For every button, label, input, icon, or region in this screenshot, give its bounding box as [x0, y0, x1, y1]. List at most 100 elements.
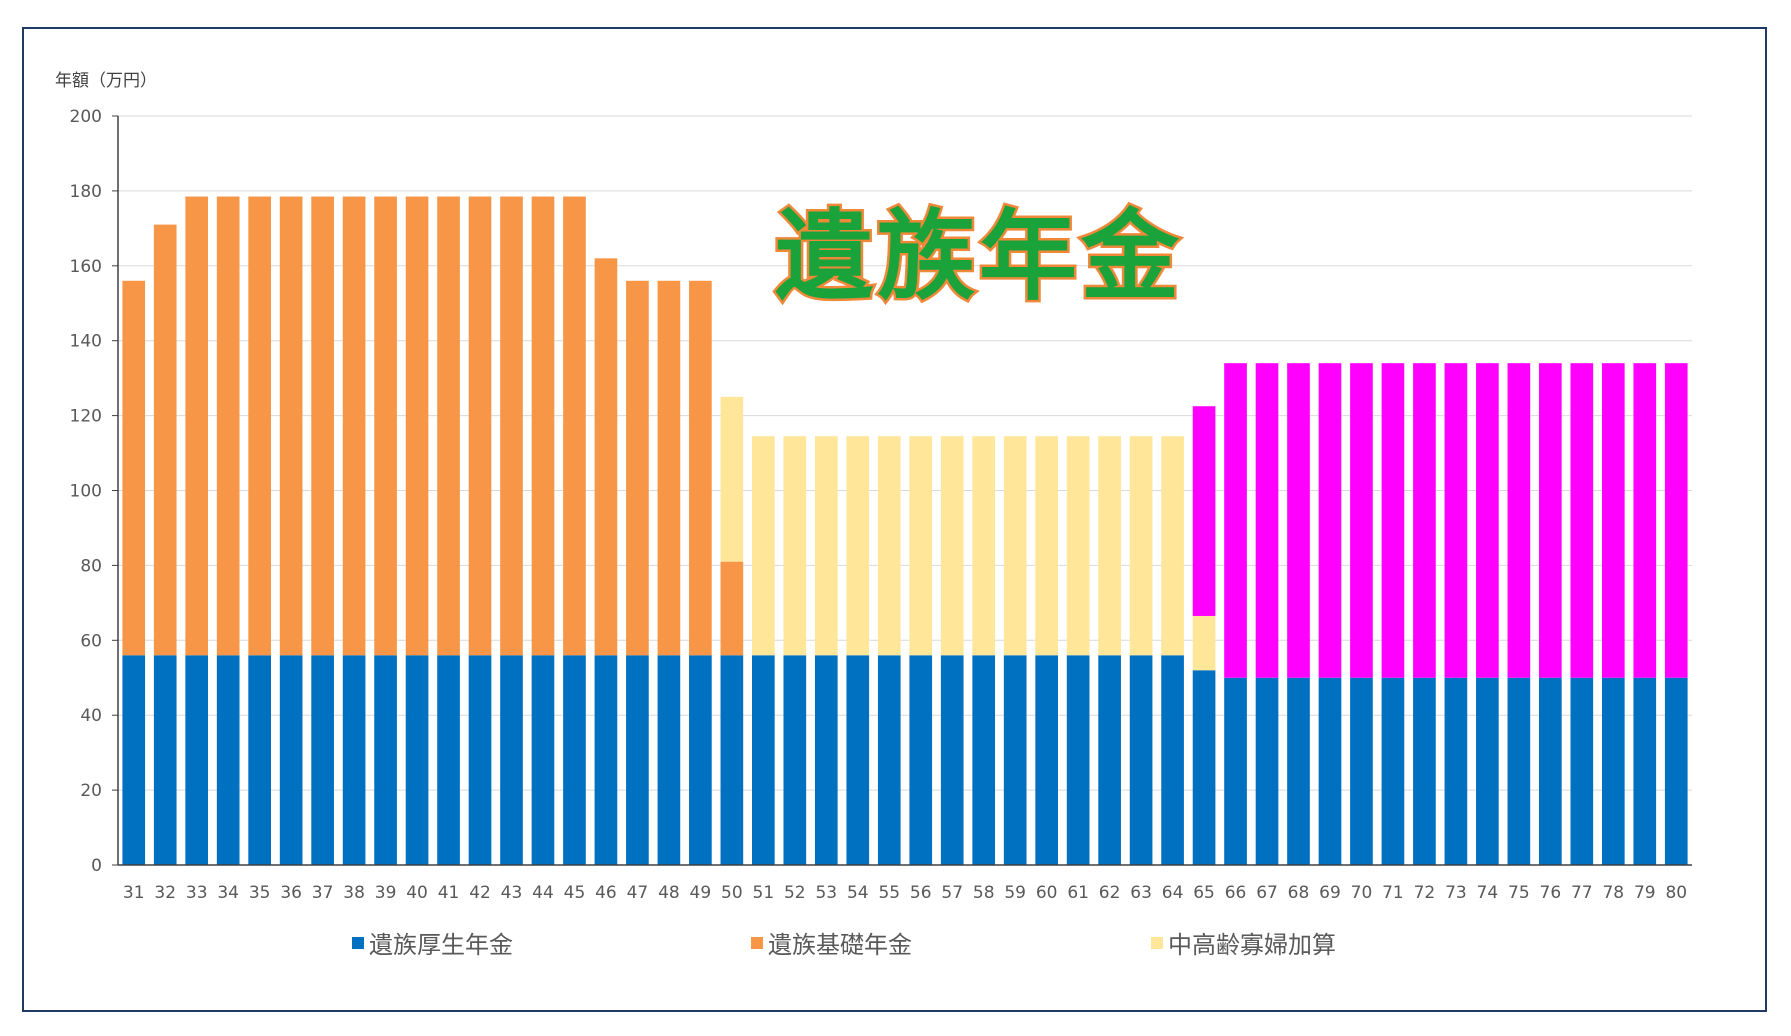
bar-segment-series-1 — [1098, 655, 1121, 865]
bar-segment-series-1 — [752, 655, 775, 865]
legend-label: 遺族基礎年金 — [768, 931, 912, 959]
bar-segment-series-1 — [1381, 677, 1405, 865]
x-tick-label: 41 — [438, 883, 460, 903]
bar-segment-series-1 — [1601, 677, 1625, 865]
y-tick-labels: 0 20 40 60 80 100 120 140 160 180 200 — [70, 107, 102, 876]
bar-segment-series-1 — [468, 655, 492, 865]
bar-segment-series-1 — [531, 655, 555, 865]
bar-segment-series-3 — [814, 436, 838, 656]
bar-segment-series-1 — [1664, 677, 1688, 865]
x-tick-label: 35 — [249, 883, 271, 903]
bar-segment-series-3 — [1129, 436, 1153, 656]
bar-segment-series-1 — [1129, 655, 1153, 865]
bar-segment-series-1 — [909, 655, 933, 865]
bar-segment-series-4 — [1381, 363, 1405, 678]
bar-segment-series-4 — [1350, 363, 1373, 678]
bar-segment-series-1 — [185, 655, 209, 865]
bar-segment-series-2 — [216, 196, 240, 656]
bar-segment-series-1 — [594, 655, 618, 865]
legend-swatch — [1151, 937, 1163, 949]
y-tick-label: 120 — [70, 407, 102, 427]
x-tick-label: 45 — [564, 883, 586, 903]
bar-segment-series-2 — [311, 196, 334, 656]
x-tick-label: 44 — [532, 883, 554, 903]
bar-segment-series-2 — [689, 280, 712, 656]
bar-segment-series-2 — [342, 196, 366, 656]
bar-segment-series-1 — [1413, 677, 1436, 865]
bar-segment-series-1 — [342, 655, 366, 865]
bar-segment-series-3 — [877, 436, 901, 656]
bar-segment-series-1 — [1192, 670, 1216, 865]
bar-segment-series-2 — [531, 196, 555, 656]
bar-segment-series-1 — [1444, 677, 1468, 865]
bar-segment-series-1 — [153, 655, 177, 865]
x-tick-label: 55 — [878, 883, 900, 903]
bar-segment-series-2 — [122, 280, 146, 656]
bar-segment-series-2 — [594, 258, 618, 656]
bar-segment-series-3 — [752, 436, 775, 656]
bar-segment-series-3 — [940, 436, 964, 656]
bar-segment-series-2 — [626, 280, 649, 656]
bar-segment-series-2 — [563, 196, 586, 656]
x-tick-label: 64 — [1162, 883, 1184, 903]
bar-segment-series-1 — [720, 655, 744, 865]
y-tick-label: 200 — [70, 107, 102, 127]
x-tick-label: 73 — [1445, 883, 1467, 903]
x-tick-label: 54 — [847, 883, 869, 903]
bar-segment-series-4 — [1476, 363, 1499, 678]
bar-segment-series-2 — [657, 280, 681, 656]
y-tick-label: 100 — [70, 482, 102, 502]
bar-segment-series-1 — [216, 655, 240, 865]
bar-segment-series-1 — [1318, 677, 1342, 865]
axes — [117, 116, 1692, 866]
bar-segment-series-4 — [1507, 363, 1531, 678]
x-tick-label: 65 — [1193, 883, 1215, 903]
x-tick-label: 58 — [973, 883, 995, 903]
x-tick-label: 38 — [343, 883, 365, 903]
x-tick-label: 67 — [1256, 883, 1278, 903]
x-tick-label: 76 — [1540, 883, 1562, 903]
x-tick-label: 62 — [1099, 883, 1121, 903]
bar-segment-series-4 — [1413, 363, 1436, 678]
bar-segment-series-2 — [405, 196, 429, 656]
x-tick-label: 75 — [1508, 883, 1530, 903]
bar-segment-series-4 — [1444, 363, 1468, 678]
y-tick-label: 160 — [70, 257, 102, 277]
bar-segment-series-1 — [122, 655, 146, 865]
x-tick-label: 71 — [1382, 883, 1404, 903]
bar-segment-series-3 — [1098, 436, 1121, 656]
bar-segment-series-1 — [877, 655, 901, 865]
bar-segment-series-1 — [1003, 655, 1027, 865]
x-tick-label: 36 — [280, 883, 302, 903]
x-tick-label: 48 — [658, 883, 680, 903]
bar-segment-series-3 — [1161, 436, 1184, 656]
bar-segment-series-1 — [279, 655, 303, 865]
bar-segment-series-1 — [500, 655, 523, 865]
bar-segment-series-1 — [1035, 655, 1058, 865]
bar-segment-series-1 — [1350, 677, 1373, 865]
bar-segment-series-1 — [783, 655, 807, 865]
y-tick-label: 20 — [80, 781, 102, 801]
bar-segment-series-1 — [814, 655, 838, 865]
y-axis-label: 年額（万円） — [55, 71, 157, 91]
x-tick-label: 61 — [1067, 883, 1089, 903]
x-tick-label: 40 — [406, 883, 428, 903]
bar-segment-series-3 — [909, 436, 933, 656]
y-tick-label: 0 — [91, 856, 102, 876]
x-tick-label: 49 — [690, 883, 712, 903]
x-tick-label: 77 — [1571, 883, 1593, 903]
x-tick-label: 53 — [815, 883, 837, 903]
x-tick-label: 80 — [1665, 883, 1687, 903]
x-tick-label: 70 — [1351, 883, 1373, 903]
x-tick-label: 46 — [595, 883, 617, 903]
bar-segment-series-1 — [1476, 677, 1499, 865]
bar-segment-series-1 — [940, 655, 964, 865]
bar-segment-series-1 — [437, 655, 460, 865]
bar-segment-series-1 — [1161, 655, 1184, 865]
bar-segment-series-3 — [1066, 436, 1090, 656]
bar-segment-series-3 — [1003, 436, 1027, 656]
bar-segment-series-1 — [374, 655, 397, 865]
bar-segment-series-4 — [1287, 363, 1310, 678]
y-tick-label: 40 — [80, 706, 102, 726]
